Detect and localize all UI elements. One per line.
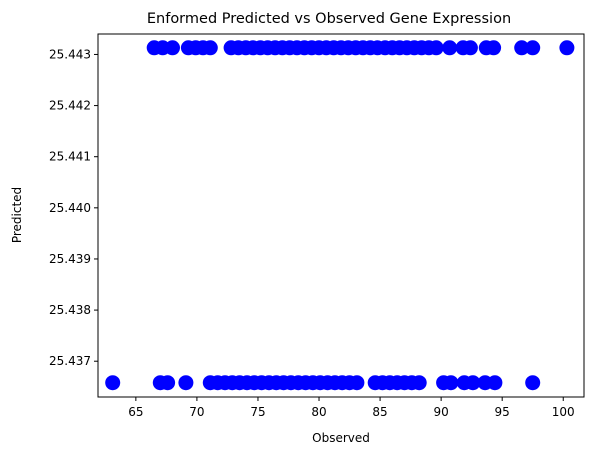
- data-point: [559, 40, 575, 56]
- data-point: [525, 375, 541, 391]
- y-tick-label: 25.440: [49, 201, 91, 215]
- data-point: [525, 40, 541, 56]
- data-point: [178, 375, 194, 391]
- data-points: [105, 40, 575, 391]
- x-tick-label: 80: [311, 405, 326, 419]
- y-axis: 25.437 25.438 25.439 25.440 25.441 25.442 25.4…: [49, 47, 98, 368]
- y-tick-label: 25.442: [49, 99, 91, 113]
- data-point: [514, 40, 530, 56]
- data-point: [349, 375, 365, 391]
- data-point: [465, 375, 481, 391]
- y-axis-label: Predicted: [10, 187, 24, 243]
- y-tick-label: 25.438: [49, 303, 91, 317]
- y-tick-label: 25.439: [49, 252, 91, 266]
- data-point: [442, 40, 458, 56]
- data-point: [487, 375, 503, 391]
- x-tick-label: 100: [552, 405, 575, 419]
- x-tick-label: 65: [128, 405, 143, 419]
- data-point: [486, 40, 502, 56]
- data-point: [165, 40, 180, 56]
- x-tick-label: 90: [433, 405, 448, 419]
- x-axis-label: Observed: [312, 431, 370, 445]
- x-tick-label: 85: [372, 405, 387, 419]
- y-tick-label: 25.441: [49, 150, 91, 164]
- data-point: [202, 40, 218, 56]
- data-point: [443, 375, 459, 391]
- plot-area-frame: [97, 33, 585, 398]
- data-point: [105, 375, 121, 391]
- data-point: [411, 375, 427, 391]
- y-tick-label: 25.437: [49, 354, 91, 368]
- data-point: [428, 40, 444, 56]
- data-point: [462, 40, 478, 56]
- x-tick-label: 95: [495, 405, 510, 419]
- chart-title: Enformed Predicted vs Observed Gene Expr…: [147, 11, 511, 27]
- data-point: [160, 375, 176, 391]
- x-tick-label: 70: [189, 405, 204, 419]
- x-axis: 65 70 75 80 85 90 95 100: [128, 397, 575, 419]
- x-tick-label: 75: [250, 405, 265, 419]
- y-tick-label: 25.443: [49, 47, 91, 61]
